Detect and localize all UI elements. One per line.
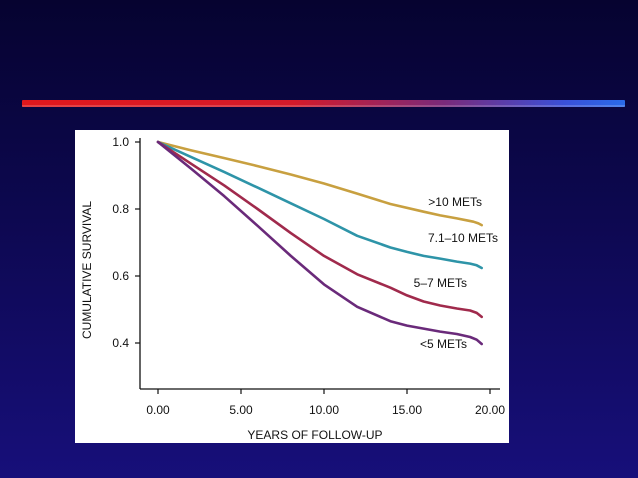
- y-tick-label: 0.8: [112, 202, 129, 216]
- survival-chart: 1.0 0.8 0.6 0.4 0.00 5.00 10.00 15.00 20.00 >10 …: [80, 135, 505, 442]
- series-layer: [156, 140, 483, 346]
- y-tick-label: 0.6: [112, 269, 129, 283]
- series-label: 5–7 METs: [414, 276, 467, 290]
- series-line: [156, 140, 483, 346]
- y-tick-label: 0.4: [112, 336, 129, 350]
- x-tick-label: 15.00: [392, 403, 422, 417]
- series-label: <5 METs: [420, 337, 467, 351]
- series-line: [156, 140, 483, 270]
- x-tick-label: 20.00: [475, 403, 505, 417]
- series-label: 7.1–10 METs: [428, 231, 498, 245]
- title-divider-bar: [22, 100, 625, 107]
- series-line: [156, 140, 483, 227]
- series-label: >10 METs: [428, 195, 482, 209]
- x-axis-title: YEARS OF FOLLOW-UP: [247, 428, 382, 442]
- chart-axes: 1.0 0.8 0.6 0.4 0.00 5.00 10.00 15.00 20.00: [112, 135, 505, 417]
- y-tick-label: 1.0: [112, 135, 129, 149]
- chart-panel: 1.0 0.8 0.6 0.4 0.00 5.00 10.00 15.00 20.00 >10 …: [75, 130, 509, 443]
- x-tick-label: 5.00: [229, 403, 253, 417]
- series-line: [156, 140, 483, 319]
- y-axis-title: CUMULATIVE SURVIVAL: [80, 201, 94, 339]
- series-labels-layer: >10 METs 7.1–10 METs 5–7 METs <5 METs: [414, 195, 498, 351]
- x-tick-label: 10.00: [309, 403, 339, 417]
- x-tick-label: 0.00: [146, 403, 170, 417]
